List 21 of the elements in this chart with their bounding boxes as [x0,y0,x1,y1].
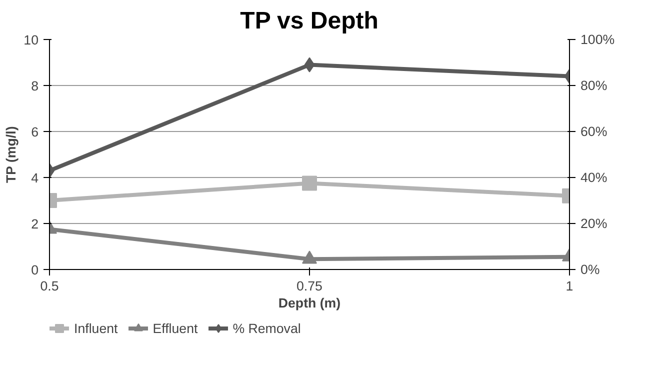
y2-tick-label: 60% [580,124,608,139]
y-axis-title: TP (mg/l) [4,126,19,184]
x-tick-label: 1 [566,278,574,294]
legend-label: % Removal [232,320,301,336]
y2-tick-label: 100% [580,32,615,47]
y-tick-label: 8 [31,78,39,94]
chart-title: TP vs Depth [240,8,378,34]
x-tick-label: 0.5 [40,278,59,294]
x-tick-label: 0.75 [296,278,322,294]
y2-tick-label: 0% [580,262,600,277]
y-tick-label: 6 [31,124,39,140]
y-tick-label: 4 [31,170,40,186]
y2-tick-label: 80% [580,78,608,93]
y-tick-label: 0 [31,262,39,278]
y2-tick-label: 20% [580,216,608,231]
x-axis-title: Depth (m) [278,296,341,310]
y-tick-label: 10 [24,32,39,48]
y2-tick-label: 40% [580,170,608,185]
y-tick-label: 2 [31,216,39,232]
legend-label: Influent [74,320,118,336]
legend-label: Effluent [152,320,198,336]
